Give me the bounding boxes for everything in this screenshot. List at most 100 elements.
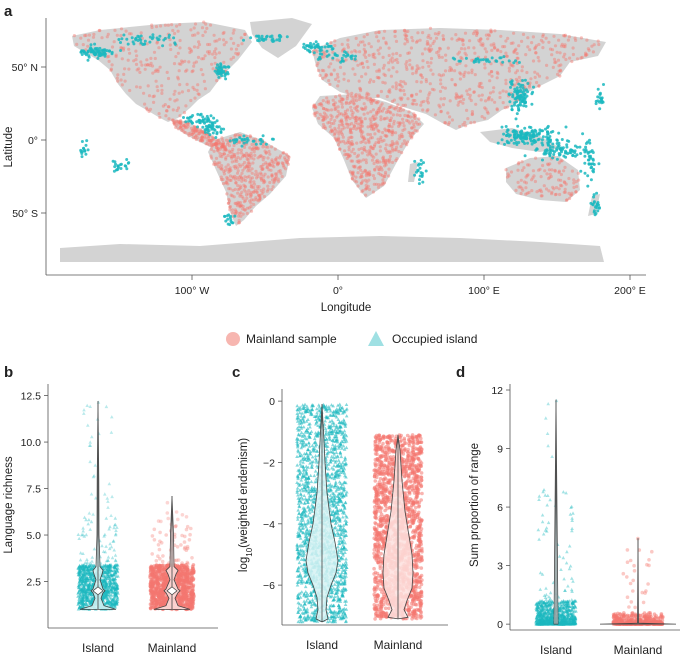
mainland-point [153, 597, 158, 602]
map-island-point [515, 112, 519, 116]
map-island-point [535, 147, 539, 151]
map-mainland-point [338, 119, 342, 123]
map-mainland-point [361, 135, 366, 139]
map-mainland-point [453, 83, 458, 87]
map-mainland-point [235, 176, 239, 180]
map-mainland-point [233, 159, 237, 163]
map-mainland-point [249, 193, 253, 197]
mainland-point [181, 578, 185, 582]
island-point [100, 544, 104, 548]
map-mainland-point [411, 102, 415, 106]
map-mainland-point [259, 171, 263, 175]
map-mainland-point [236, 202, 240, 206]
map-mainland-point [239, 151, 243, 155]
map-mainland-point [346, 38, 350, 42]
map-mainland-point [238, 184, 242, 188]
map-mainland-point [327, 79, 331, 83]
map-mainland-point [356, 153, 361, 157]
map-mainland-point [442, 97, 446, 101]
map-mainland-point [283, 167, 288, 171]
map-mainland-point [249, 192, 253, 196]
map-mainland-point [481, 42, 485, 46]
map-mainland-point [420, 75, 424, 80]
map-mainland-point [469, 98, 473, 103]
map-mainland-point [374, 182, 378, 186]
map-island-point [496, 141, 500, 145]
map-mainland-point [420, 100, 424, 104]
map-mainland-point [208, 23, 213, 27]
map-mainland-point [249, 154, 254, 158]
map-mainland-point [214, 143, 218, 147]
map-island-point [209, 114, 213, 118]
map-mainland-point [222, 172, 226, 176]
map-island-point [214, 136, 218, 139]
map-island-point [510, 108, 514, 112]
legend: Mainland sample Occupied island [226, 331, 477, 346]
map-mainland-point [499, 50, 503, 54]
map-mainland-point [254, 146, 258, 150]
island-point [108, 542, 112, 546]
map-mainland-point [487, 72, 491, 76]
map-island-point [557, 131, 561, 135]
mainland-point [148, 606, 153, 610]
map-mainland-point [228, 187, 232, 191]
map-mainland-point [222, 152, 226, 156]
map-mainland-point [178, 46, 182, 50]
map-mainland-point [354, 50, 358, 54]
map-mainland-point [591, 50, 596, 54]
map-mainland-point [334, 138, 338, 142]
map-island-point [265, 35, 268, 39]
map-island-point [226, 217, 230, 221]
map-mainland-point [262, 179, 266, 183]
map-island-point [317, 45, 321, 49]
map-island-point [118, 163, 122, 167]
map-mainland-point [394, 84, 398, 88]
map-mainland-point [134, 49, 138, 53]
map-island-point [592, 195, 596, 199]
map-mainland-point [458, 77, 462, 81]
map-mainland-point [145, 63, 150, 67]
map-mainland-point [337, 126, 341, 130]
map-mainland-point [237, 148, 241, 152]
map-mainland-point [209, 147, 214, 151]
map-mainland-point [259, 165, 263, 169]
map-mainland-point [330, 129, 334, 134]
map-mainland-point [520, 160, 524, 164]
mainland-point [182, 540, 187, 544]
map-mainland-point [246, 169, 250, 173]
map-mainland-point [250, 148, 254, 152]
map-mainland-point [381, 158, 386, 163]
map-mainland-point [179, 121, 183, 125]
map-mainland-point [137, 67, 141, 71]
map-mainland-point [264, 161, 268, 165]
map-mainland-point [145, 108, 149, 112]
map-mainland-point [145, 42, 149, 46]
map-mainland-point [510, 63, 514, 67]
map-mainland-point [148, 107, 153, 111]
map-mainland-point [453, 69, 457, 73]
map-mainland-point [571, 52, 576, 57]
map-mainland-point [526, 36, 530, 40]
map-mainland-point [455, 38, 459, 42]
y-tick-label: 0 [269, 396, 275, 408]
map-mainland-point [337, 79, 341, 83]
map-mainland-point [528, 48, 532, 52]
map-island-point [596, 99, 600, 103]
map-island-point [541, 158, 544, 162]
map-island-point [113, 160, 117, 164]
map-mainland-point [410, 136, 414, 140]
map-mainland-point [520, 186, 524, 190]
map-island-point [503, 142, 506, 146]
map-mainland-point [336, 84, 340, 88]
map-mainland-point [346, 94, 350, 98]
map-mainland-point [354, 175, 358, 179]
map-island-point [259, 142, 263, 146]
map-mainland-point [449, 68, 454, 72]
map-mainland-point [383, 81, 387, 85]
map-island-point [578, 145, 582, 149]
map-mainland-point [346, 108, 350, 112]
map-mainland-point [127, 32, 132, 36]
map-mainland-point [107, 59, 111, 64]
map-mainland-point [245, 196, 249, 200]
map-mainland-point [146, 84, 150, 88]
